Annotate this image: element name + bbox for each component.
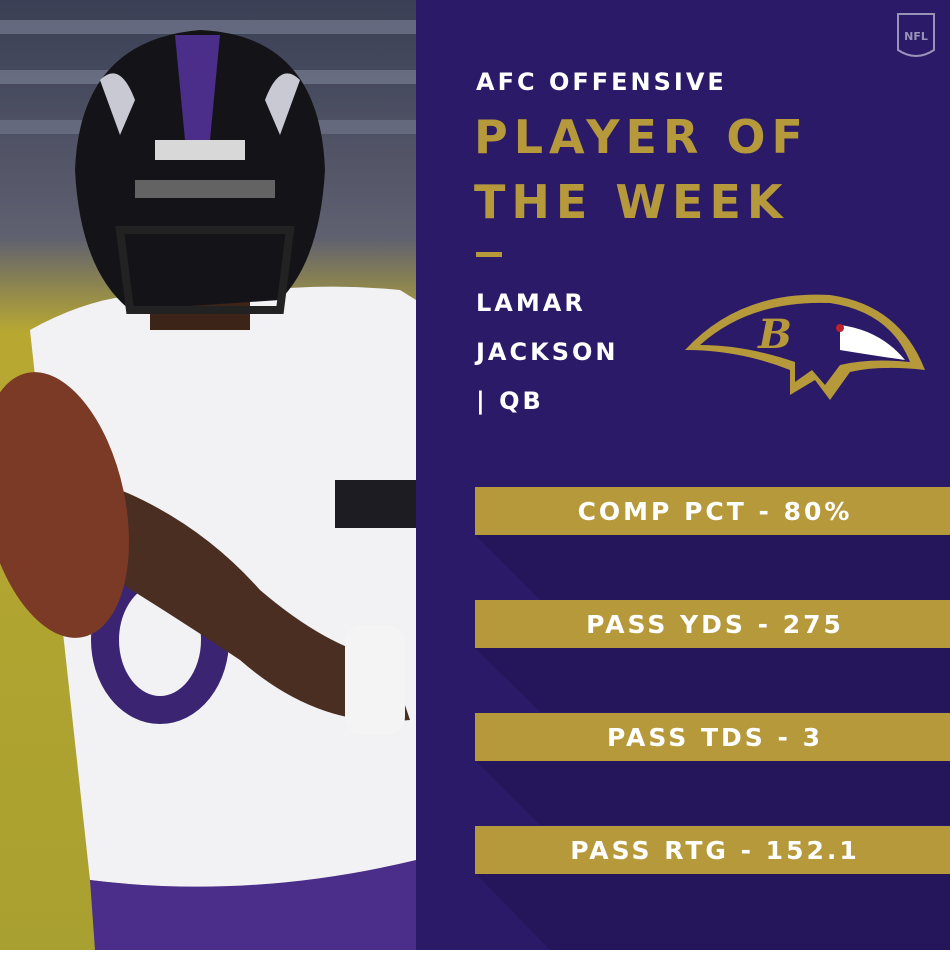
divider (476, 252, 502, 257)
logo-letter: B (757, 311, 792, 358)
player-position: | QB (476, 387, 544, 415)
nfl-badge: NFL (897, 13, 935, 57)
player-name: LAMAR (476, 289, 586, 317)
stat-bar (475, 826, 950, 874)
title-line: THE WEEK (474, 175, 789, 229)
panel-shadows (475, 535, 950, 950)
stats-list: COMP PCT - 80% PASS YDS - 275 PASS TDS - 3… (475, 487, 950, 874)
stat-bar (475, 713, 950, 761)
stat-text: PASS YDS - 275 (586, 610, 844, 639)
kicker: AFC OFFENSIVE (476, 68, 727, 96)
title-line: PLAYER OF (474, 110, 809, 164)
stat-text: PASS RTG - 152.1 (570, 836, 860, 865)
team-logo: B (685, 294, 925, 400)
player-photo (0, 0, 416, 950)
player-name: JACKSON (474, 338, 619, 366)
stat-text: COMP PCT - 80% (578, 497, 853, 526)
stat-bar (475, 600, 950, 648)
stat-text: PASS TDS - 3 (607, 723, 823, 752)
info-panel (416, 0, 950, 950)
badge-text: NFL (904, 30, 928, 43)
stat-bar (475, 487, 950, 535)
